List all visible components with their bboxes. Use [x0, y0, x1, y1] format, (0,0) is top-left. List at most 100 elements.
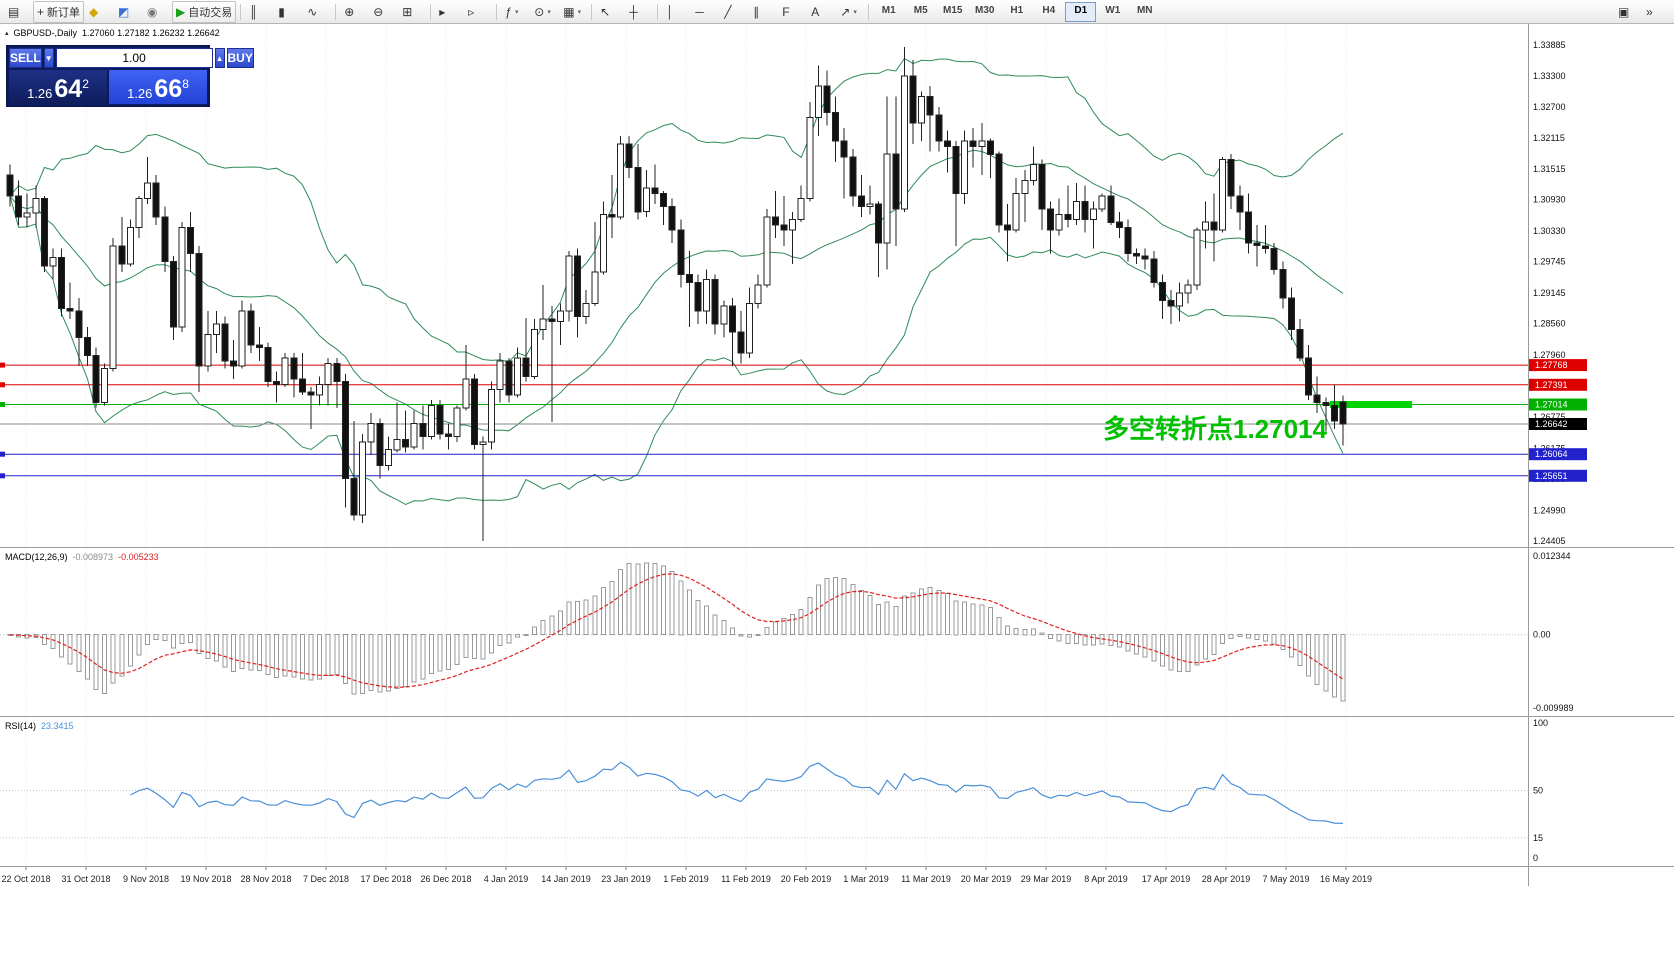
timeframe-m15-button[interactable]: M15 — [943, 4, 963, 16]
price-tick-label: 1.29145 — [1533, 288, 1566, 298]
horizontal-line-button[interactable]: ─ — [691, 1, 719, 23]
macd-panel: 0.012344 0.00 -0.009989 — [0, 551, 1574, 713]
timeframe-m30-button[interactable]: M30 — [975, 4, 995, 16]
ask-price[interactable]: 1.26 66 8 — [109, 70, 207, 104]
chart-shift-icon: ▹ — [468, 4, 475, 19]
navigator-icon: ◉ — [147, 4, 158, 19]
date-tick-label: 7 Dec 2018 — [303, 874, 349, 884]
trendline-button[interactable]: ╱ — [720, 1, 748, 23]
crosshair-button[interactable]: ┼ — [625, 1, 653, 23]
level-edge-marker — [0, 362, 5, 368]
price-tick-label: 1.24405 — [1533, 536, 1566, 546]
arrow-tools-icon: ↗ — [840, 4, 851, 19]
svg-text:1.27391: 1.27391 — [1535, 380, 1568, 390]
price-tick-label: 1.33885 — [1533, 40, 1566, 50]
svg-text:1.27768: 1.27768 — [1535, 360, 1568, 370]
price-tick-label: 1.26775 — [1533, 412, 1566, 422]
periods-dropdown-icon: ▾ — [547, 8, 551, 16]
level-edge-marker — [0, 451, 5, 457]
chart-line-button[interactable]: ∿ — [303, 1, 331, 23]
zoom-out-button[interactable]: ⊖ — [369, 1, 397, 23]
date-tick-label: 17 Apr 2019 — [1142, 874, 1191, 884]
templates-icon: ▦ — [563, 4, 575, 19]
indicators-dropdown-icon: ▾ — [514, 8, 519, 16]
turning-point-annotation[interactable]: 多空转折点1.27014 — [1103, 414, 1328, 444]
text-label-button[interactable]: A — [807, 1, 835, 23]
buy-button[interactable]: BUY — [226, 48, 254, 68]
toolbar-options-button[interactable]: » — [1642, 1, 1670, 23]
horizontal-level-lines[interactable] — [0, 362, 1528, 479]
navigator-button[interactable]: ◉ — [143, 1, 171, 23]
chart-candles-button[interactable]: ▮ — [274, 1, 302, 23]
date-tick-label: 4 Jan 2019 — [484, 874, 529, 884]
timeframe-h1-button[interactable]: H1 — [1010, 4, 1024, 16]
trendline-icon: ╱ — [724, 4, 732, 19]
timeframe-m1-button[interactable]: M1 — [881, 4, 896, 16]
timeframe-h4-button[interactable]: H4 — [1042, 4, 1056, 16]
chart-window-icon: ▣ — [1618, 4, 1630, 19]
chart-symbol-period: GBPUSD-,Daily — [13, 28, 78, 38]
bid-price-main: 64 — [54, 75, 83, 103]
chart-bars-button[interactable]: ║ — [245, 1, 273, 23]
market-watch-button[interactable]: ◩ — [114, 1, 142, 23]
bid-price[interactable]: 1.26 64 2 — [9, 70, 107, 104]
autotrading-label: 自动交易 — [188, 6, 233, 19]
date-tick-label: 8 Apr 2019 — [1084, 874, 1128, 884]
templates-button[interactable]: ▦ ▾ — [559, 1, 587, 23]
rsi-axis-label: 0 — [1533, 853, 1538, 863]
bid-price-prefix: 1.26 — [27, 86, 53, 101]
macd-value-signal: -0.005233 — [118, 552, 159, 562]
vertical-line-button[interactable]: │ — [662, 1, 690, 23]
collapse-chart-icon[interactable]: ▴ — [5, 30, 9, 37]
fibonacci-button[interactable]: F — [778, 1, 806, 23]
turning-point-highlight[interactable] — [1330, 401, 1412, 408]
vertical-line-icon: │ — [666, 4, 674, 19]
svg-text:1.26642: 1.26642 — [1535, 419, 1568, 429]
date-tick-label: 31 Oct 2018 — [61, 874, 110, 884]
arrow-tools-dropdown-icon: ▾ — [853, 8, 857, 16]
macd-signal-line — [9, 573, 1344, 688]
rsi-panel: 100 50 15 0 — [0, 718, 1548, 863]
date-tick-label: 11 Mar 2019 — [901, 874, 951, 884]
toolbar-right-group: ▣» — [1614, 1, 1670, 23]
timeframe-w1-button[interactable]: W1 — [1105, 4, 1121, 16]
toolbar-separator — [496, 3, 498, 20]
timeframe-mn-button[interactable]: MN — [1136, 4, 1153, 16]
timeframe-m5-button[interactable]: M5 — [913, 4, 928, 16]
arrow-tools-button[interactable]: ↗ ▾ — [836, 1, 864, 23]
volume-increase-button[interactable]: ▲ — [214, 48, 225, 68]
chart-shift-button[interactable]: ▹ — [464, 1, 492, 23]
new-chart-button[interactable]: ▤ — [4, 1, 32, 23]
sell-button[interactable]: SELL — [9, 48, 42, 68]
zoom-in-button[interactable]: ⊕ — [340, 1, 368, 23]
rsi-name: RSI(14) — [5, 721, 37, 731]
indicators-button[interactable]: ƒ ▾ — [501, 1, 529, 23]
zoom-in-icon: ⊕ — [344, 4, 355, 19]
autotrading-button[interactable]: ▶ 自动交易 — [172, 0, 237, 23]
periods-button[interactable]: ⊙ ▾ — [530, 1, 558, 23]
macd-axis-min: -0.009989 — [1533, 703, 1574, 713]
strategy-tester-button[interactable]: ◆ — [85, 1, 113, 23]
rsi-label: RSI(14) 23.3415 — [5, 721, 74, 731]
cursor-button[interactable]: ↖ — [596, 1, 624, 23]
auto-scroll-button[interactable]: ▸ — [435, 1, 463, 23]
timeframe-d1-button[interactable]: D1 — [1065, 1, 1097, 22]
price-tick-label: 1.24990 — [1533, 505, 1566, 515]
price-tick-label: 1.30330 — [1533, 226, 1566, 236]
equidistant-channel-button[interactable]: ∥ — [749, 1, 777, 23]
price-tick-label: 1.32115 — [1533, 133, 1565, 143]
volume-input[interactable] — [55, 48, 213, 68]
toolbar-separator — [430, 3, 432, 20]
date-tick-label: 11 Feb 2019 — [721, 874, 771, 884]
chart-line-icon: ∿ — [307, 4, 318, 19]
auto-scroll-icon: ▸ — [439, 4, 446, 19]
toolbar-separator — [868, 3, 870, 20]
tile-windows-button[interactable]: ⊞ — [398, 1, 426, 23]
autotrading-icon: ▶ — [176, 4, 186, 19]
price-tick-label: 1.28560 — [1533, 319, 1566, 329]
date-tick-label: 1 Mar 2019 — [843, 874, 889, 884]
new-order-button[interactable]: + 新订单 — [33, 0, 85, 23]
volume-decrease-button[interactable]: ▼ — [43, 48, 54, 68]
chart-window-button[interactable]: ▣ — [1614, 1, 1642, 23]
